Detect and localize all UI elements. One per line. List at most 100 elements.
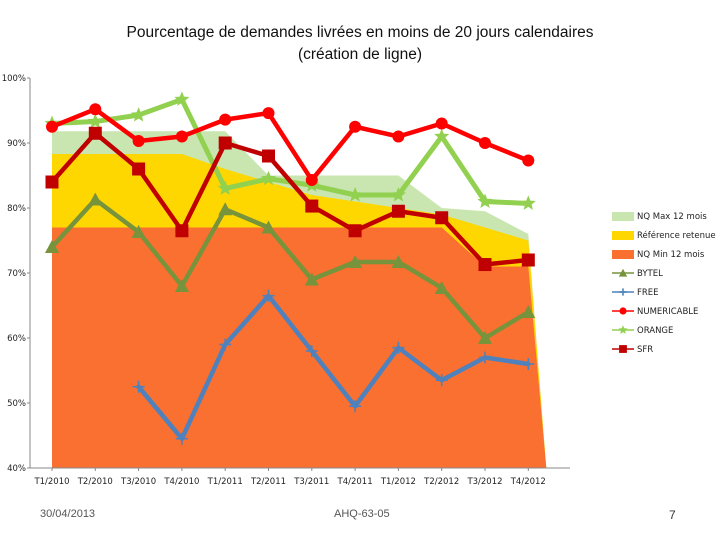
footer-date: 30/04/2013: [40, 508, 96, 520]
chart-title-line-2: (création de ligne): [297, 46, 423, 63]
point-sfr: [521, 253, 535, 267]
point-orange: [217, 180, 233, 195]
legend-marker-sfr: [619, 345, 627, 353]
point-numericable: [522, 154, 535, 167]
x-tick-label: T2/2012: [423, 477, 459, 487]
y-tick-label: 70%: [7, 269, 26, 279]
y-tick-label: 80%: [7, 204, 26, 214]
point-orange: [87, 113, 103, 128]
legend-label-orange: ORANGE: [637, 326, 673, 336]
y-tick-label: 60%: [7, 334, 26, 344]
point-numericable: [479, 137, 491, 149]
chart-title-line-1: Pourcentage de demandes livrées en moins…: [126, 24, 594, 41]
x-tick-label: T3/2011: [293, 477, 329, 487]
point-numericable: [262, 107, 275, 120]
point-bytel: [174, 279, 189, 292]
point-bytel: [261, 220, 276, 234]
point-sfr: [478, 258, 492, 272]
x-tick-label: T4/2011: [337, 477, 373, 487]
point-bytel: [88, 192, 103, 206]
x-tick-label: T3/2012: [466, 477, 502, 487]
point-numericable: [219, 113, 232, 126]
y-tick-label: 100%: [2, 74, 26, 84]
legend-marker-free: [619, 288, 627, 296]
legend-label-nq-max-12-mois: NQ Max 12 mois: [637, 212, 707, 222]
x-tick-label: T2/2010: [77, 477, 113, 487]
point-free: [219, 338, 232, 351]
point-free: [262, 289, 275, 302]
point-bytel: [45, 240, 59, 253]
legend-label-nq-min-12-mois: NQ Min 12 mois: [637, 250, 705, 260]
point-sfr: [435, 211, 449, 225]
legend-marker-bytel: [618, 268, 628, 277]
legend-swatch-nq-max-12-mois: [612, 212, 634, 221]
y-tick-label: 90%: [7, 139, 26, 149]
point-bytel: [218, 202, 233, 216]
point-orange: [131, 107, 147, 122]
series-layer: [44, 91, 536, 445]
point-numericable: [46, 120, 58, 133]
point-sfr: [88, 126, 102, 140]
legend-swatch-nq-min-12-mois: [612, 250, 634, 259]
point-orange: [434, 128, 450, 143]
legend-label-free: FREE: [637, 288, 659, 298]
point-sfr: [348, 224, 362, 238]
point-sfr: [45, 175, 59, 189]
legend-swatch-reference-retenue: [612, 231, 634, 240]
point-free: [392, 341, 405, 354]
x-tick-label: T1/2011: [207, 477, 243, 487]
point-numericable: [392, 130, 405, 143]
x-tick-label: T4/2012: [510, 477, 546, 487]
area-nq-min-12-mois: [52, 227, 547, 468]
point-free: [349, 400, 362, 413]
point-bytel: [434, 280, 449, 294]
point-bytel: [304, 272, 319, 286]
point-free: [479, 351, 491, 364]
point-free: [132, 380, 145, 393]
line-free: [136, 293, 531, 441]
point-orange: [174, 91, 190, 106]
point-numericable: [305, 174, 318, 187]
point-sfr: [305, 199, 319, 213]
point-sfr: [132, 162, 146, 176]
point-numericable: [89, 103, 102, 116]
legend-label-reference-retenue: Référence retenue: [637, 230, 716, 241]
point-numericable: [175, 130, 188, 143]
point-bytel: [391, 254, 406, 268]
point-bytel: [478, 331, 492, 344]
legend-label-numericable: NUMERICABLE: [637, 307, 698, 317]
point-sfr: [175, 224, 189, 238]
x-tick-label: T4/2010: [163, 477, 199, 487]
x-tick-label: T1/2010: [33, 477, 69, 487]
point-orange: [347, 187, 363, 202]
point-sfr: [262, 149, 275, 163]
legend-marker-numericable: [619, 307, 627, 315]
x-tick-label: T3/2010: [120, 477, 156, 487]
legend: NQ Max 12 mois Référence retenue NQ Min 12…: [612, 212, 716, 355]
footer-page-number: 7: [669, 508, 676, 522]
point-sfr: [391, 204, 405, 218]
point-bytel: [521, 305, 536, 318]
point-free: [435, 374, 448, 387]
point-free: [305, 345, 318, 357]
point-bytel: [348, 254, 363, 268]
point-numericable: [435, 117, 448, 130]
point-free: [175, 432, 188, 445]
legend-marker-orange: [618, 325, 628, 334]
point-numericable: [132, 135, 145, 148]
footer-reference: AHQ-63-05: [334, 508, 390, 520]
chart-title: Pourcentage de demandes livrées en moins…: [80, 22, 640, 66]
x-tick-label: T1/2012: [380, 477, 416, 487]
point-orange: [390, 187, 406, 202]
point-orange: [520, 195, 536, 210]
point-orange: [260, 170, 277, 186]
legend-label-bytel: BYTEL: [637, 269, 663, 279]
line-numericable: [49, 106, 531, 183]
line-bytel: [49, 197, 531, 341]
y-tick-label: 40%: [7, 464, 26, 474]
point-sfr: [218, 136, 232, 150]
point-free: [522, 358, 535, 370]
line-sfr: [49, 131, 531, 267]
y-tick-label: 50%: [7, 399, 26, 409]
